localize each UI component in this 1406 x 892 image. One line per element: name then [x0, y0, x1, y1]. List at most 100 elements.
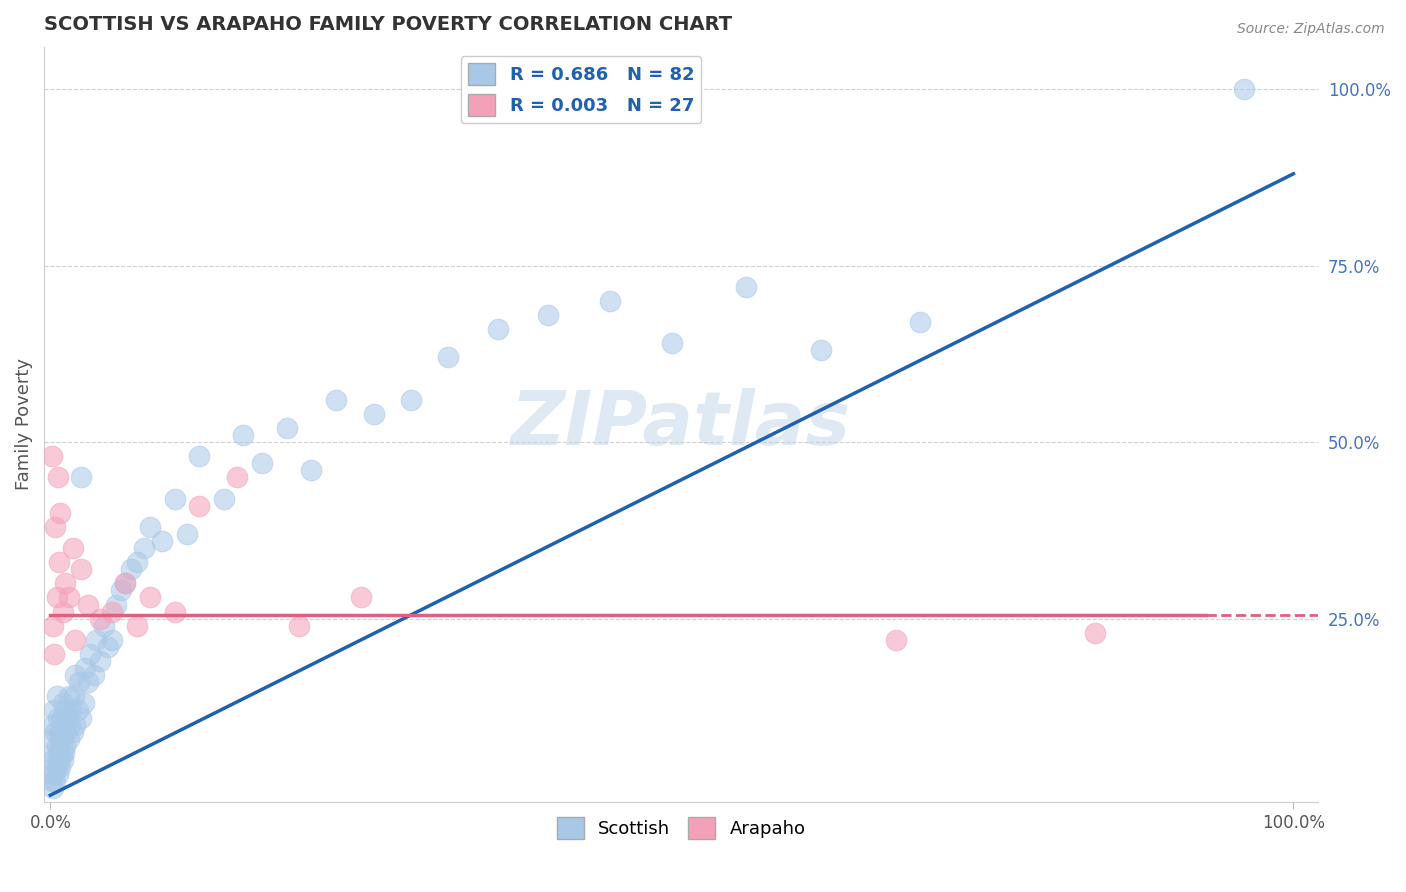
- Point: [132, 541, 155, 555]
- Point: [44, 774, 66, 789]
- Point: [399, 392, 422, 407]
- Point: [63, 690, 86, 704]
- Point: [89, 612, 111, 626]
- Point: [884, 632, 907, 647]
- Point: [42, 717, 65, 731]
- Point: [1083, 625, 1105, 640]
- Point: [599, 293, 621, 308]
- Point: [45, 690, 67, 704]
- Point: [52, 753, 75, 767]
- Point: [276, 421, 298, 435]
- Point: [114, 576, 136, 591]
- Point: [51, 710, 73, 724]
- Point: [232, 428, 254, 442]
- Point: [41, 449, 63, 463]
- Point: [86, 632, 108, 647]
- Point: [63, 668, 86, 682]
- Point: [48, 555, 70, 569]
- Point: [41, 753, 63, 767]
- Legend: Scottish, Arapaho: Scottish, Arapaho: [550, 810, 813, 847]
- Point: [139, 520, 162, 534]
- Point: [83, 668, 105, 682]
- Point: [437, 351, 460, 365]
- Point: [76, 598, 98, 612]
- Point: [46, 470, 69, 484]
- Point: [58, 731, 80, 746]
- Point: [110, 583, 132, 598]
- Point: [63, 632, 86, 647]
- Point: [150, 533, 173, 548]
- Point: [45, 739, 67, 753]
- Point: [661, 336, 683, 351]
- Point: [350, 591, 373, 605]
- Point: [75, 661, 97, 675]
- Point: [325, 392, 347, 407]
- Text: Source: ZipAtlas.com: Source: ZipAtlas.com: [1237, 22, 1385, 37]
- Point: [44, 724, 66, 739]
- Point: [67, 675, 90, 690]
- Point: [93, 618, 115, 632]
- Point: [48, 724, 70, 739]
- Point: [62, 541, 84, 555]
- Point: [225, 470, 247, 484]
- Point: [1233, 82, 1256, 96]
- Point: [114, 576, 136, 591]
- Point: [96, 640, 118, 654]
- Point: [176, 527, 198, 541]
- Point: [53, 703, 76, 717]
- Point: [48, 753, 70, 767]
- Point: [44, 520, 66, 534]
- Point: [46, 767, 69, 781]
- Point: [41, 774, 63, 789]
- Point: [250, 456, 273, 470]
- Point: [70, 710, 93, 724]
- Point: [46, 746, 69, 760]
- Point: [59, 717, 82, 731]
- Point: [60, 703, 83, 717]
- Point: [735, 279, 758, 293]
- Point: [63, 717, 86, 731]
- Point: [810, 343, 832, 358]
- Point: [45, 760, 67, 774]
- Point: [139, 591, 162, 605]
- Point: [42, 781, 65, 796]
- Point: [299, 463, 322, 477]
- Point: [120, 562, 142, 576]
- Point: [52, 697, 75, 711]
- Point: [53, 739, 76, 753]
- Point: [46, 710, 69, 724]
- Point: [55, 724, 77, 739]
- Point: [73, 697, 96, 711]
- Point: [42, 618, 65, 632]
- Point: [53, 746, 76, 760]
- Point: [42, 746, 65, 760]
- Point: [49, 731, 72, 746]
- Point: [42, 760, 65, 774]
- Point: [79, 647, 101, 661]
- Point: [486, 322, 509, 336]
- Point: [76, 675, 98, 690]
- Point: [62, 724, 84, 739]
- Point: [536, 308, 558, 322]
- Point: [42, 767, 65, 781]
- Point: [53, 717, 76, 731]
- Text: SCOTTISH VS ARAPAHO FAMILY POVERTY CORRELATION CHART: SCOTTISH VS ARAPAHO FAMILY POVERTY CORRE…: [44, 15, 733, 34]
- Point: [101, 632, 124, 647]
- Point: [163, 605, 186, 619]
- Point: [105, 598, 128, 612]
- Point: [363, 407, 385, 421]
- Point: [56, 710, 79, 724]
- Point: [52, 731, 75, 746]
- Point: [89, 654, 111, 668]
- Point: [163, 491, 186, 506]
- Point: [66, 703, 89, 717]
- Point: [188, 499, 211, 513]
- Point: [49, 506, 72, 520]
- Point: [127, 618, 149, 632]
- Point: [41, 731, 63, 746]
- Point: [70, 470, 93, 484]
- Point: [188, 449, 211, 463]
- Point: [51, 746, 73, 760]
- Point: [58, 591, 80, 605]
- Point: [52, 605, 75, 619]
